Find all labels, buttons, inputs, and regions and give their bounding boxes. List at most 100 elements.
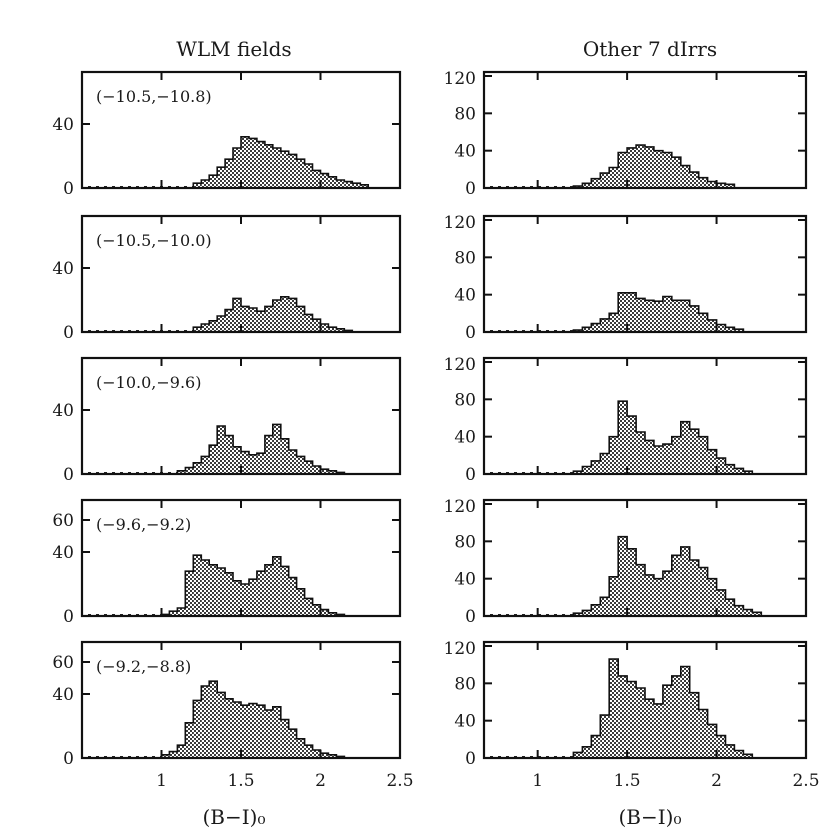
histogram-bar bbox=[288, 729, 297, 758]
histogram-bar bbox=[627, 681, 636, 758]
histogram-bar bbox=[582, 466, 592, 474]
histogram-bar bbox=[627, 292, 636, 332]
histogram-bar bbox=[288, 577, 297, 616]
histogram-bar bbox=[272, 148, 281, 188]
y-tick-label: 40 bbox=[52, 685, 74, 705]
histogram-outline bbox=[572, 658, 754, 758]
panel-c1-r2: 0 40 80 120 bbox=[444, 355, 808, 485]
y-tick-label: 0 bbox=[63, 179, 74, 199]
histogram-bar bbox=[680, 300, 690, 332]
histogram-bar bbox=[233, 148, 241, 188]
histogram-bar bbox=[600, 453, 610, 474]
histogram-bar bbox=[698, 313, 708, 332]
histogram-bar bbox=[582, 327, 592, 332]
histogram-bar bbox=[609, 436, 619, 474]
histogram-outline bbox=[192, 136, 369, 188]
histogram-bar bbox=[201, 560, 210, 616]
histogram-bar bbox=[707, 181, 717, 188]
histogram-bar bbox=[256, 141, 265, 188]
y-tick-label: 0 bbox=[465, 179, 476, 199]
histogram-bar bbox=[201, 686, 210, 758]
histogram-bar bbox=[689, 692, 699, 758]
panel-c1-r1: 0 40 80 120 bbox=[444, 213, 808, 343]
histogram-bar bbox=[618, 292, 628, 332]
histogram-bar bbox=[249, 138, 257, 188]
y-tick-label: 0 bbox=[465, 607, 476, 627]
y-tick-label: 40 bbox=[52, 259, 74, 279]
histogram-bar bbox=[328, 612, 337, 616]
histogram-bar bbox=[312, 466, 321, 474]
histogram-outline bbox=[160, 554, 346, 616]
histogram-bar bbox=[209, 320, 218, 332]
histogram-bar bbox=[217, 692, 226, 758]
histogram-bar bbox=[662, 152, 672, 188]
histogram-bar bbox=[707, 449, 717, 474]
histogram-bar bbox=[304, 461, 313, 474]
histogram-bar bbox=[344, 181, 353, 188]
y-tick-label: 40 bbox=[52, 401, 74, 421]
y-tick-label: 40 bbox=[52, 115, 74, 135]
left-column-title: WLM fields bbox=[176, 37, 291, 61]
histogram-bar bbox=[241, 136, 249, 188]
histogram-bar bbox=[743, 609, 753, 616]
histogram-bar bbox=[328, 470, 337, 474]
histogram-bar bbox=[177, 608, 186, 616]
histogram-bar bbox=[280, 566, 289, 616]
histogram-bar bbox=[241, 451, 249, 474]
histogram-bar bbox=[671, 436, 681, 474]
histogram-bar bbox=[680, 421, 690, 474]
histogram-bar bbox=[169, 611, 178, 616]
histogram-bar bbox=[689, 305, 699, 332]
y-tick-label: 40 bbox=[454, 570, 476, 590]
histogram-bar bbox=[280, 151, 289, 188]
histogram-bar bbox=[312, 170, 321, 188]
histogram-bar bbox=[662, 571, 672, 616]
x-tick-label: 2 bbox=[315, 771, 326, 791]
x-tick-label: 1.5 bbox=[614, 771, 641, 791]
histogram-bar bbox=[645, 574, 654, 616]
histogram-bar bbox=[591, 604, 601, 616]
histogram-bar bbox=[636, 298, 645, 332]
histogram-bar bbox=[725, 744, 735, 758]
histogram-bar bbox=[671, 157, 681, 188]
histogram-bar bbox=[225, 572, 233, 616]
histogram-bar bbox=[591, 178, 601, 188]
histogram-bar bbox=[609, 659, 619, 758]
histogram-bar bbox=[653, 150, 663, 188]
histogram-bar bbox=[225, 309, 233, 332]
histogram-bar bbox=[264, 564, 273, 616]
histogram-bar bbox=[320, 469, 329, 474]
panel-c0-r3: 0 40 60 (−9.6,−9.2) bbox=[52, 498, 402, 627]
histogram-bar bbox=[689, 172, 699, 188]
histogram-bar bbox=[304, 745, 313, 758]
x-tick-label: 1.5 bbox=[227, 771, 254, 791]
panel-frame bbox=[482, 498, 808, 618]
histogram-bar bbox=[233, 446, 241, 474]
y-tick-label: 40 bbox=[454, 428, 476, 448]
histogram-bar bbox=[249, 579, 257, 616]
histogram-outline bbox=[572, 292, 745, 332]
histogram-bar bbox=[233, 298, 241, 332]
histogram-bar bbox=[573, 613, 583, 616]
histogram-bar bbox=[645, 146, 654, 188]
histogram-bar bbox=[636, 432, 645, 474]
histogram-bar bbox=[328, 327, 337, 332]
histogram-bar bbox=[249, 703, 257, 758]
histogram-bar bbox=[201, 456, 210, 474]
histogram-bar bbox=[734, 750, 744, 758]
histogram-bar bbox=[177, 470, 186, 474]
histogram-bar bbox=[698, 177, 708, 188]
histogram-bar bbox=[636, 145, 645, 188]
histogram-bar bbox=[627, 416, 636, 474]
histogram-bar bbox=[328, 176, 337, 188]
histogram-bar bbox=[272, 424, 281, 474]
histogram-bar bbox=[645, 699, 654, 758]
histogram-bar bbox=[217, 316, 226, 332]
y-tick-label: 120 bbox=[444, 355, 476, 375]
histogram-bar bbox=[680, 546, 690, 616]
histogram-bar bbox=[352, 183, 361, 188]
histogram-bar bbox=[296, 456, 305, 474]
histogram-bar bbox=[725, 184, 735, 188]
histogram-bar bbox=[264, 144, 273, 188]
histogram-bar bbox=[645, 440, 654, 474]
